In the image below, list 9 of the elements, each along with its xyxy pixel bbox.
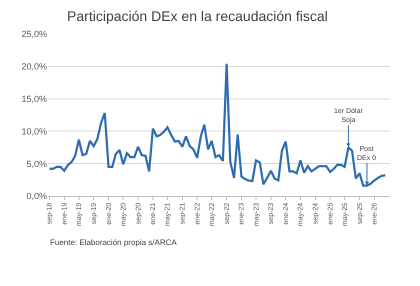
y-tick-label: 15,0% xyxy=(21,94,47,104)
y-tick-label: 0,0% xyxy=(26,191,47,202)
chart-title: Participación DEx en la recaudación fiscal xyxy=(67,8,328,24)
y-tick-label: 25,0% xyxy=(21,29,47,40)
line-series xyxy=(48,62,386,187)
y-tick-label: 10,0% xyxy=(21,126,47,136)
source-note: Fuente: Elaboración propia s/ARCA xyxy=(50,238,178,247)
y-tick-label: 20,0% xyxy=(21,62,47,72)
y-tick-label: 5,0% xyxy=(26,158,47,169)
